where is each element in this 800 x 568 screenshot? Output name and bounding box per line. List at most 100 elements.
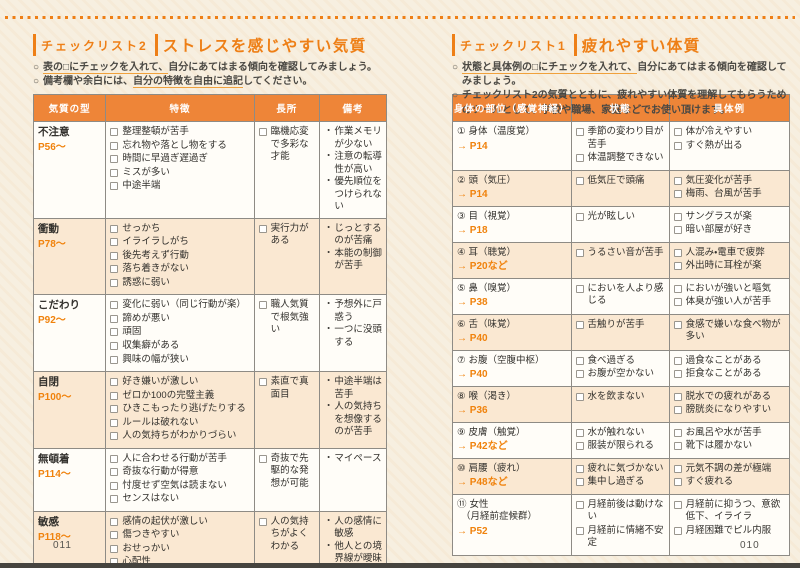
checkbox-icon[interactable] xyxy=(110,155,119,164)
checkbox-icon[interactable] xyxy=(110,495,119,504)
checkbox-icon[interactable] xyxy=(673,128,682,136)
checkbox-icon[interactable] xyxy=(110,182,119,191)
check-item: 諦めが悪い xyxy=(110,313,249,326)
checkbox-icon[interactable] xyxy=(673,428,682,437)
note-item: ・他人との境界線が曖昧 xyxy=(324,541,382,566)
check-item-label: 集中し過ぎる xyxy=(587,476,645,488)
checkbox-icon[interactable] xyxy=(575,212,584,221)
note-item: ・中途半端は苦手 xyxy=(324,376,382,401)
body-part-name: ① 身体（温度覚） xyxy=(457,126,567,139)
checkbox-icon[interactable] xyxy=(258,378,267,387)
checkbox-icon[interactable] xyxy=(110,544,119,553)
checkbox-icon[interactable] xyxy=(110,328,119,337)
check-item-label: 気圧変化が苦手 xyxy=(685,174,753,186)
checkbox-icon[interactable] xyxy=(258,128,267,136)
check-item-label: 興味の幅が狭い xyxy=(122,353,189,365)
checkbox-icon[interactable] xyxy=(110,531,119,540)
check-item-label: サングラスが楽 xyxy=(685,210,752,222)
checkbox-icon[interactable] xyxy=(673,526,682,535)
checkbox-icon[interactable] xyxy=(575,320,584,329)
checkbox-icon[interactable] xyxy=(110,265,119,274)
instruction-segment: 表の□にチェックを入れて、 xyxy=(43,62,169,74)
checkbox-icon[interactable] xyxy=(673,478,682,487)
column-header: 気質の型 xyxy=(32,94,107,122)
circled-number-icon: ⑨ xyxy=(457,426,466,438)
checkbox-icon[interactable] xyxy=(110,391,119,400)
checkbox-icon[interactable] xyxy=(110,224,119,233)
checkbox-icon[interactable] xyxy=(575,370,584,379)
checkbox-icon[interactable] xyxy=(575,464,584,473)
left-page-title: ストレスを感じやすい気質 xyxy=(162,38,367,55)
checkbox-icon[interactable] xyxy=(110,128,119,136)
checkbox-icon[interactable] xyxy=(673,500,682,509)
checkbox-icon[interactable] xyxy=(673,464,682,473)
checkbox-icon[interactable] xyxy=(575,284,584,293)
body-part-name: ⑦ お腹（空腹中枢） xyxy=(457,355,567,368)
checkbox-icon[interactable] xyxy=(673,284,682,293)
checkbox-icon[interactable] xyxy=(258,517,267,526)
checkbox-icon[interactable] xyxy=(673,262,682,271)
left-page-header: チェックリスト2 ストレスを感じやすい気質 xyxy=(33,34,387,56)
checkbox-icon[interactable] xyxy=(673,356,682,365)
checkbox-icon[interactable] xyxy=(110,168,119,177)
page-reference: → P52 xyxy=(457,525,488,537)
check-item-label: 整理整頓が苦手 xyxy=(122,126,189,137)
checkbox-icon[interactable] xyxy=(575,442,584,451)
checkbox-icon[interactable] xyxy=(575,392,584,401)
checkbox-icon[interactable] xyxy=(575,428,584,437)
state-cell: 季節の変わり目が苦手 体温調整できない xyxy=(570,121,670,171)
checkbox-icon[interactable] xyxy=(110,314,119,323)
checkbox-icon[interactable] xyxy=(110,238,119,247)
checkbox-icon[interactable] xyxy=(575,176,584,185)
note-item-label: 本能の制御が苦手 xyxy=(334,247,382,272)
checkbox-icon[interactable] xyxy=(110,517,119,526)
checkbox-icon[interactable] xyxy=(575,500,584,509)
check-item: 疲れに気づかない xyxy=(575,463,665,476)
check-item-label: 水を飲まない xyxy=(587,390,645,402)
check-item-label: 傷つきやすい xyxy=(122,529,180,541)
state-cell: 水を飲まない xyxy=(570,385,670,423)
checkbox-icon[interactable] xyxy=(575,154,584,163)
checkbox-icon[interactable] xyxy=(673,370,682,379)
note-item-label: 中途半端は苦手 xyxy=(334,376,382,400)
checkbox-icon[interactable] xyxy=(110,278,119,287)
checkbox-icon[interactable] xyxy=(575,526,584,535)
checkbox-icon[interactable] xyxy=(110,378,119,387)
checkbox-icon[interactable] xyxy=(575,356,584,365)
checkbox-icon[interactable] xyxy=(673,298,682,307)
checkbox-icon[interactable] xyxy=(110,432,119,441)
checkbox-icon[interactable] xyxy=(575,248,584,257)
instruction-line: ○ 表の□にチェックを入れて、自分にあてはまる傾向を確認してみましょう。 xyxy=(33,61,387,75)
check-item-label: 外出時に耳栓が楽 xyxy=(685,260,762,272)
checkbox-icon[interactable] xyxy=(673,141,682,150)
features-cell: 人に合わせる行動が苦手 奇抜な行動が得意 忖度せず空気は読まない センスはない xyxy=(105,447,255,512)
check-item: 奇抜で先駆的な発想が可能 xyxy=(258,453,315,491)
checkbox-icon[interactable] xyxy=(673,442,682,451)
checkbox-icon[interactable] xyxy=(110,341,119,350)
checkbox-icon[interactable] xyxy=(673,176,682,185)
checkbox-icon[interactable] xyxy=(110,454,119,463)
checkbox-icon[interactable] xyxy=(673,226,682,235)
checkbox-icon[interactable] xyxy=(258,301,267,310)
checkbox-icon[interactable] xyxy=(110,301,119,310)
checkbox-icon[interactable] xyxy=(575,128,584,136)
checkbox-icon[interactable] xyxy=(258,224,267,233)
examples-cell: 過食なことがある 拒食なことがある xyxy=(668,349,791,387)
checkbox-icon[interactable] xyxy=(673,248,682,257)
checkbox-icon[interactable] xyxy=(110,355,119,364)
checkbox-icon[interactable] xyxy=(110,141,119,150)
check-item-label: 靴下は履かない xyxy=(685,440,753,452)
checkbox-icon[interactable] xyxy=(110,468,119,477)
checkbox-icon[interactable] xyxy=(110,481,119,490)
checkbox-icon[interactable] xyxy=(110,405,119,414)
checkbox-icon[interactable] xyxy=(673,320,682,329)
check-item: 素直で真面目 xyxy=(258,376,315,401)
checkbox-icon[interactable] xyxy=(673,392,682,401)
checkbox-icon[interactable] xyxy=(575,478,584,487)
checkbox-icon[interactable] xyxy=(110,418,119,427)
checkbox-icon[interactable] xyxy=(673,406,682,415)
checkbox-icon[interactable] xyxy=(110,251,119,260)
checkbox-icon[interactable] xyxy=(673,212,682,221)
checkbox-icon[interactable] xyxy=(673,190,682,199)
checkbox-icon[interactable] xyxy=(258,454,267,463)
